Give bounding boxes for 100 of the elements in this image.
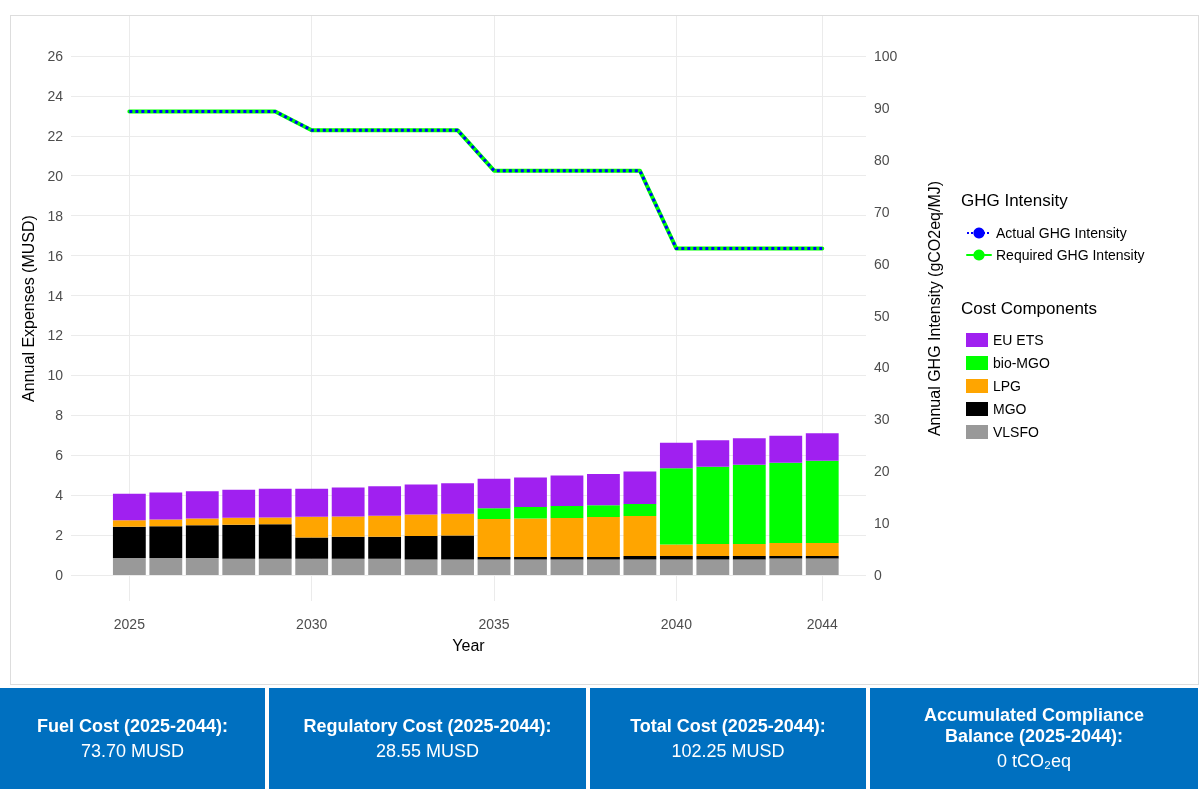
bar bbox=[805, 542, 839, 556]
bar bbox=[477, 559, 511, 576]
bar bbox=[112, 493, 146, 521]
text: 0 tCO₂eq bbox=[996, 751, 1072, 772]
y2-axis-title: Annual GHG Intensity (gCO2eq/MJ) bbox=[925, 180, 943, 437]
bar bbox=[185, 558, 219, 576]
bar bbox=[185, 518, 219, 526]
bar bbox=[550, 559, 584, 576]
bar bbox=[732, 559, 766, 576]
y-tick-label: 6 bbox=[55, 447, 64, 464]
bar bbox=[331, 536, 365, 559]
legend-label: Required GHG Intensity bbox=[996, 247, 1145, 263]
bar bbox=[222, 517, 256, 525]
y2-tick-label: 70 bbox=[874, 203, 890, 220]
y2-tick-label: 90 bbox=[874, 99, 890, 116]
y2-tick-label: 80 bbox=[874, 151, 890, 168]
y-tick-label: 12 bbox=[47, 327, 64, 344]
y2-tick-label: 20 bbox=[874, 463, 890, 480]
bar bbox=[769, 435, 803, 463]
y-tick-label: 2 bbox=[55, 527, 64, 544]
bar bbox=[587, 516, 620, 557]
legend-label: Actual GHG Intensity bbox=[996, 225, 1127, 241]
y-tick-label: 4 bbox=[55, 487, 64, 504]
bar bbox=[441, 559, 474, 576]
y-tick-label: 18 bbox=[47, 207, 64, 224]
bar bbox=[441, 513, 474, 536]
y-tick-label: 22 bbox=[47, 127, 64, 144]
bar bbox=[623, 471, 657, 504]
text: 102.25 MUSD bbox=[671, 740, 785, 762]
bar bbox=[514, 518, 547, 557]
text: Accumulated Compliance Balance (2025-2044): bbox=[922, 705, 1146, 747]
bar bbox=[550, 475, 584, 506]
bar bbox=[149, 492, 183, 520]
y-tick-label: 20 bbox=[47, 167, 64, 184]
bar bbox=[550, 505, 584, 518]
bar bbox=[441, 483, 474, 514]
bar bbox=[769, 542, 803, 556]
bar bbox=[368, 558, 402, 576]
bar bbox=[258, 517, 292, 525]
legend-label: bio-MGO bbox=[993, 355, 1050, 371]
text: Regulatory Cost (2025-2044): bbox=[303, 715, 552, 737]
x-tick-label: 2040 bbox=[660, 616, 693, 632]
bar bbox=[587, 505, 620, 517]
x-tick-label: 2044 bbox=[806, 616, 839, 632]
bar bbox=[331, 487, 365, 517]
legend-label: EU ETS bbox=[993, 332, 1044, 348]
x-tick-label: 2030 bbox=[296, 616, 328, 632]
bar bbox=[514, 559, 547, 576]
bar bbox=[295, 558, 329, 576]
bar bbox=[222, 524, 256, 559]
bar bbox=[112, 520, 146, 527]
bar bbox=[623, 559, 657, 576]
bar bbox=[404, 536, 438, 560]
y2-tick-label: 30 bbox=[874, 411, 890, 428]
text: GHG Intensity bbox=[961, 191, 1069, 210]
bar bbox=[696, 559, 730, 576]
bar bbox=[368, 536, 402, 559]
bar bbox=[295, 537, 329, 559]
bar bbox=[258, 488, 292, 518]
y-tick-label: 14 bbox=[47, 287, 64, 304]
x-axis-title: Year bbox=[452, 636, 486, 654]
bar bbox=[659, 559, 693, 576]
bar bbox=[404, 484, 438, 515]
bar bbox=[258, 524, 292, 559]
bar bbox=[112, 526, 146, 559]
bar bbox=[550, 517, 584, 557]
bar bbox=[732, 438, 766, 465]
bar bbox=[769, 558, 803, 576]
bar bbox=[623, 515, 657, 556]
bar bbox=[149, 526, 183, 559]
text: Total Cost (2025-2044): bbox=[630, 715, 826, 737]
bar bbox=[587, 559, 620, 576]
bar bbox=[587, 474, 620, 506]
legend-label: LPG bbox=[993, 378, 1022, 394]
bar bbox=[404, 559, 438, 576]
legend-label: MGO bbox=[993, 401, 1027, 417]
bar bbox=[659, 468, 693, 545]
bar bbox=[149, 519, 183, 527]
legend-label: VLSFO bbox=[993, 424, 1040, 440]
legend-title: Cost Components bbox=[961, 299, 1098, 318]
y2-tick-label: 10 bbox=[874, 515, 890, 532]
bar bbox=[514, 506, 547, 519]
bar bbox=[732, 464, 766, 544]
y-tick-label: 0 bbox=[55, 567, 64, 584]
bar bbox=[222, 558, 256, 576]
bar bbox=[112, 558, 146, 576]
y2-tick-label: 0 bbox=[874, 567, 882, 584]
bar bbox=[732, 543, 766, 556]
bar bbox=[477, 508, 511, 519]
bar bbox=[805, 433, 839, 461]
x-tick-label: 2025 bbox=[113, 616, 146, 632]
bar bbox=[696, 466, 730, 544]
y-tick-label: 10 bbox=[47, 367, 64, 384]
bar bbox=[659, 442, 693, 469]
text: Fuel Cost (2025-2044): bbox=[36, 715, 229, 737]
y-axis-title: Annual Expenses (MUSD) bbox=[20, 215, 38, 402]
bar bbox=[295, 516, 329, 538]
text: 28.55 MUSD bbox=[375, 740, 480, 762]
bar bbox=[805, 558, 839, 576]
bar bbox=[477, 478, 511, 509]
